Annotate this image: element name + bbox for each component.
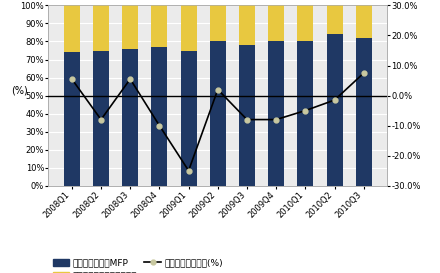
Bar xyxy=(210,5,226,41)
Bar xyxy=(268,5,284,41)
Bar xyxy=(122,49,138,186)
Bar xyxy=(268,41,284,186)
Bar xyxy=(93,5,109,51)
Bar xyxy=(180,5,197,51)
Y-axis label: (%): (%) xyxy=(11,85,27,96)
Bar xyxy=(210,41,226,186)
Bar xyxy=(326,34,343,186)
Bar xyxy=(297,5,313,41)
Bar xyxy=(239,5,255,45)
Bar xyxy=(326,5,343,34)
Legend: インクジェットMFP, インクジェットプリンター, 前年同期比成長率(%): インクジェットMFP, インクジェットプリンター, 前年同期比成長率(%) xyxy=(53,259,223,273)
Bar xyxy=(356,5,372,38)
Bar xyxy=(297,41,313,186)
Bar xyxy=(122,5,138,49)
Bar xyxy=(64,52,80,186)
Bar xyxy=(356,38,372,186)
Bar xyxy=(151,5,168,47)
Bar xyxy=(64,5,80,52)
Bar xyxy=(180,51,197,186)
Bar xyxy=(151,47,168,186)
Bar xyxy=(93,51,109,186)
Bar xyxy=(239,45,255,186)
